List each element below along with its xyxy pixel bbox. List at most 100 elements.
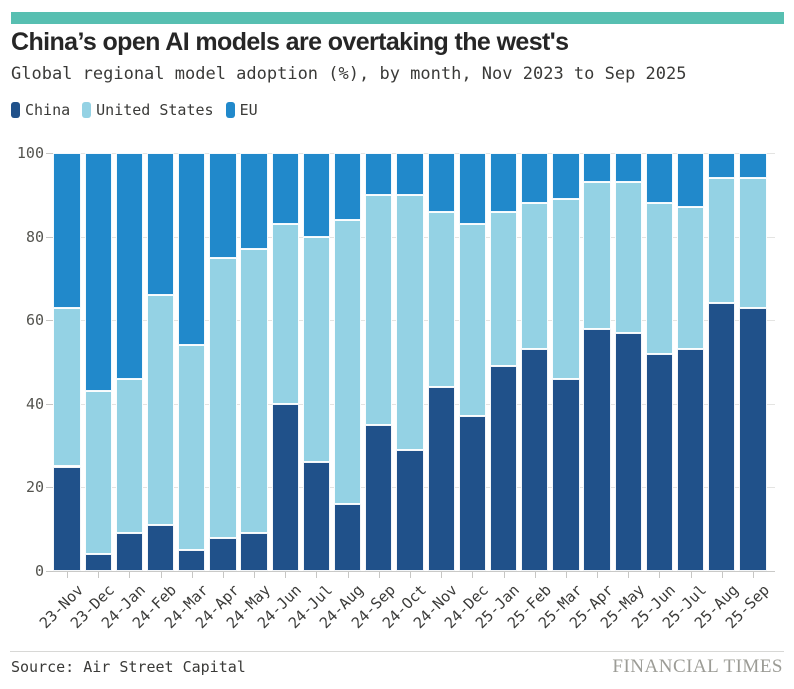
accent-bar [11,12,784,24]
chart-title: China’s open AI models are overtaking th… [11,28,569,56]
bar-25-apr-eu [583,153,611,183]
y-axis-tick [46,403,54,405]
bar-25-mar-china [552,378,580,571]
bar-25-apr-united-states [583,182,611,329]
bar-25-mar-eu [552,153,580,199]
legend-item-united-states: United States [82,101,214,119]
footer-divider [10,651,784,652]
bar-24-nov-united-states [427,211,455,388]
bar-25-may-china [614,332,642,571]
legend-label: China [25,101,71,119]
y-axis-label: 80 [25,227,44,246]
x-axis-tick [659,572,661,578]
bar-23-dec-united-states [84,391,112,555]
x-axis-tick [565,572,567,578]
bar-24-jan-united-states [115,378,144,534]
legend-label: EU [239,101,258,119]
source-note: Source: Air Street Capital [11,658,246,676]
bar-24-jan-china [115,533,144,571]
bar-24-feb-united-states [146,295,175,525]
bar-25-jun-eu [645,153,674,204]
x-axis-tick [628,572,630,578]
bar-24-may-united-states [240,249,268,534]
bar-24-feb-china [146,525,175,571]
bar-24-aug-china [334,504,362,571]
x-axis-tick [597,572,599,578]
ft-logo: FINANCIAL TIMES [612,656,783,677]
bar-24-jun-united-states [271,224,299,404]
bar-24-apr-united-states [209,257,237,538]
bar-25-feb-eu [521,153,549,204]
bar-25-may-eu [614,153,642,183]
bar-24-jan-eu [115,153,144,379]
bar-23-dec-eu [84,153,112,392]
bar-25-mar-united-states [552,198,580,379]
y-axis-tick [46,487,54,489]
x-axis-tick [378,572,380,578]
bar-25-jan-united-states [489,211,518,367]
y-axis-tick [46,153,54,154]
bar-25-sep-united-states [739,178,767,308]
x-axis-tick [347,572,349,578]
bar-24-aug-eu [334,153,362,220]
x-axis-tick [753,572,754,578]
x-axis-tick [410,572,412,578]
y-axis-label: 100 [16,144,44,162]
bar-24-apr-eu [209,153,237,258]
bar-23-nov-eu [53,153,81,308]
bar-25-aug-eu [708,153,736,179]
bar-25-jul-eu [677,153,705,208]
bar-24-sep-eu [365,153,393,195]
legend-swatch-china [11,102,20,118]
x-axis-tick [721,572,723,578]
bar-23-nov-united-states [53,307,81,467]
y-axis-label: 0 [34,562,44,580]
x-axis-tick [129,572,131,578]
bar-25-jul-united-states [677,207,705,350]
x-axis-tick [191,572,193,578]
bar-25-sep-eu [739,153,767,179]
x-axis-tick [534,572,536,578]
x-axis-tick [316,572,318,578]
bar-24-nov-eu [427,153,455,212]
x-axis-tick [67,572,69,578]
bar-24-may-china [240,533,268,571]
bar-25-feb-united-states [521,203,549,350]
bar-24-mar-china [178,550,206,571]
bar-24-oct-eu [396,153,424,195]
bar-25-jan-eu [489,153,518,212]
y-axis-label: 20 [25,478,44,497]
bar-24-oct-united-states [396,194,424,450]
bar-25-sep-china [739,307,767,571]
bar-24-sep-china [365,424,393,571]
bar-24-jul-china [302,462,331,571]
y-axis-tick [46,571,54,572]
legend-swatch-united-states [82,102,92,118]
gridline-0 [53,571,775,572]
bar-24-aug-united-states [334,219,362,505]
bar-24-nov-china [427,387,455,571]
legend-swatch-eu [225,102,235,118]
y-axis-label: 40 [25,394,44,413]
x-axis-tick [254,572,256,578]
x-axis-tick [690,572,692,578]
legend: China United States EU [11,101,270,119]
bar-24-jul-united-states [302,236,331,463]
bar-25-jun-china [645,353,674,571]
bar-24-mar-united-states [178,345,206,551]
bar-24-oct-china [396,449,424,571]
bar-25-aug-united-states [708,178,736,304]
bar-23-dec-china [84,554,112,571]
bar-24-dec-china [458,416,487,571]
y-axis-tick [46,236,54,238]
bar-24-may-eu [240,153,268,250]
bar-25-apr-china [583,328,611,571]
bar-25-jan-china [489,366,518,571]
x-axis-tick [160,572,162,578]
bar-25-feb-china [521,349,549,571]
chart-subtitle: Global regional model adoption (%), by m… [11,64,687,84]
bar-24-dec-eu [458,153,487,225]
y-axis-label: 60 [25,311,44,330]
bar-24-mar-eu [178,153,206,346]
